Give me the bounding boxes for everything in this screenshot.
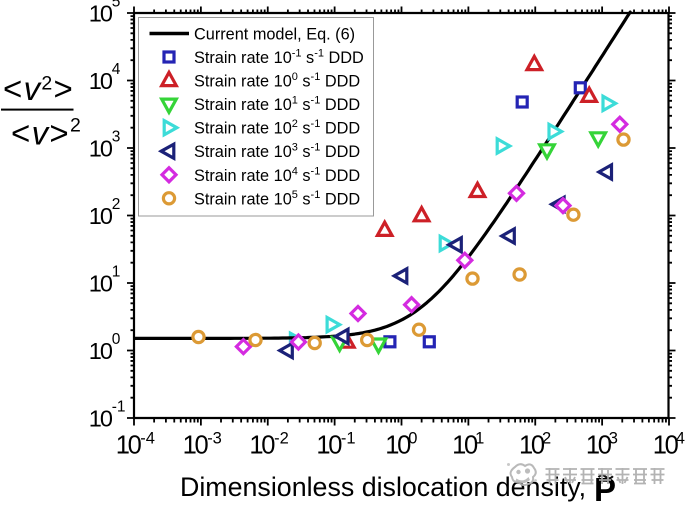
- svg-text:3: 3: [112, 129, 121, 146]
- svg-text:2: 2: [112, 196, 121, 213]
- svg-text:10: 10: [89, 68, 113, 94]
- svg-text:10: 10: [116, 431, 142, 459]
- svg-text:10: 10: [89, 1, 113, 27]
- svg-text:10: 10: [89, 406, 113, 432]
- svg-text:10: 10: [249, 431, 275, 459]
- svg-text:5: 5: [112, 0, 121, 11]
- svg-text:-2: -2: [274, 430, 289, 448]
- svg-text:<v>2: <v>2: [11, 115, 82, 152]
- svg-text:<v2>: <v2>: [3, 70, 74, 107]
- svg-text:10: 10: [452, 431, 478, 459]
- svg-text:Strain rate 104 s-1 DDD: Strain rate 104 s-1 DDD: [194, 165, 360, 185]
- svg-text:Current model, Eq. (6): Current model, Eq. (6): [194, 26, 355, 44]
- svg-text:Strain rate 100 s-1 DDD: Strain rate 100 s-1 DDD: [194, 71, 360, 91]
- svg-text:0: 0: [112, 331, 121, 348]
- svg-text:1: 1: [475, 430, 484, 448]
- svg-text:4: 4: [112, 61, 121, 78]
- svg-text:-1: -1: [341, 430, 356, 448]
- svg-text:Strain rate 105 s-1 DDD: Strain rate 105 s-1 DDD: [194, 189, 360, 209]
- svg-text:-3: -3: [207, 430, 222, 448]
- svg-text:1: 1: [112, 264, 121, 281]
- svg-text:10: 10: [519, 431, 545, 459]
- svg-text:3: 3: [609, 430, 618, 448]
- svg-text:-4: -4: [140, 430, 155, 448]
- svg-text:10: 10: [89, 338, 113, 364]
- svg-text:10: 10: [183, 431, 209, 459]
- svg-text:4: 4: [676, 430, 685, 448]
- svg-text:-1: -1: [112, 399, 126, 416]
- svg-text:Strain rate 101 s-1 DDD: Strain rate 101 s-1 DDD: [194, 95, 360, 115]
- svg-text:Strain rate 102 s-1 DDD: Strain rate 102 s-1 DDD: [194, 118, 360, 138]
- svg-text:Dimensionless dislocation dens: Dimensionless dislocation density,: [180, 472, 586, 502]
- svg-text:10: 10: [89, 136, 113, 162]
- svg-text:10: 10: [89, 203, 113, 229]
- svg-text:0: 0: [408, 430, 417, 448]
- svg-text:10: 10: [89, 271, 113, 297]
- svg-text:10: 10: [316, 431, 342, 459]
- svg-text:10: 10: [586, 431, 612, 459]
- svg-text:10: 10: [653, 431, 679, 459]
- svg-text:10: 10: [385, 431, 411, 459]
- svg-text:Strain rate 103 s-1 DDD: Strain rate 103 s-1 DDD: [194, 142, 360, 162]
- svg-text:Strain rate 10-1 s-1 DDD: Strain rate 10-1 s-1 DDD: [194, 48, 364, 68]
- svg-text:2: 2: [542, 430, 551, 448]
